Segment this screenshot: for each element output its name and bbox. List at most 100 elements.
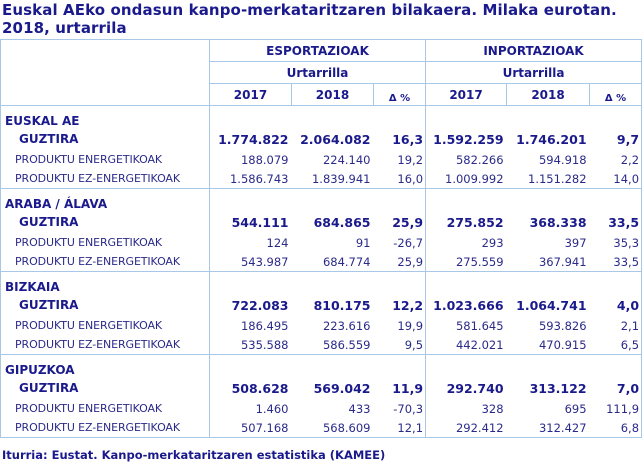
empty-cell bbox=[373, 105, 427, 128]
value-exp2018: 568.609 bbox=[291, 418, 374, 438]
value-imp2017: 1.023.666 bbox=[433, 297, 504, 313]
table-row: PRODUKTU ENERGETIKOAK 188.079 224.140 19,2 5… bbox=[0, 150, 643, 169]
value-exp2018: 433 bbox=[348, 401, 371, 416]
value-imp2018: 368.338 bbox=[529, 214, 587, 230]
empty-cell bbox=[209, 354, 292, 377]
value-imp2017: 442.021 bbox=[425, 335, 507, 355]
value-imp2018: 593.826 bbox=[538, 318, 587, 333]
header-imports-delta: Δ % bbox=[589, 83, 643, 106]
row-label: GUZTIRA bbox=[0, 294, 210, 316]
value-exp2017: 507.168 bbox=[209, 418, 292, 438]
header-imports: INPORTAZIOAK bbox=[425, 39, 643, 62]
table-row: PRODUKTU ENERGETIKOAK 1.460 433 -70,3 328 695… bbox=[0, 399, 643, 418]
value-exp2017: 722.083 bbox=[231, 297, 289, 313]
header-imports-2018: 2018 bbox=[506, 83, 591, 106]
total-row: GUZTIRA 508.628 569.042 11,9 292.740 313.122 7… bbox=[0, 377, 643, 399]
table-row: PRODUKTU EZ-ENERGETIKOAK 1.586.743 1.839.9… bbox=[0, 169, 643, 189]
value-imp2018: 470.915 bbox=[506, 335, 590, 355]
table-row: PRODUKTU EZ-ENERGETIKOAK 535.588 586.559 9,… bbox=[0, 335, 643, 355]
value-exp2017: 186.495 bbox=[240, 318, 289, 333]
empty-cell bbox=[373, 271, 427, 294]
value-impdelta: 2,2 bbox=[589, 150, 643, 169]
value-imp2018: 1.746.201 bbox=[516, 131, 587, 147]
empty-cell bbox=[209, 188, 292, 211]
value-impdelta: 33,5 bbox=[589, 211, 643, 233]
value-expdelta: 11,9 bbox=[373, 377, 427, 399]
value-impdelta: 4,0 bbox=[589, 294, 643, 316]
value-imp2017: 275.559 bbox=[425, 252, 507, 272]
region-heading-row: BIZKAIA bbox=[0, 271, 643, 294]
value-expdelta: -70,3 bbox=[373, 399, 427, 418]
value-imp2018: 1.151.282 bbox=[506, 169, 590, 189]
row-label: PRODUKTU ENERGETIKOAK bbox=[0, 316, 210, 335]
table-row: PRODUKTU EZ-ENERGETIKOAK 543.987 684.774 25… bbox=[0, 252, 643, 272]
value-imp2017: 1.592.259 bbox=[433, 131, 504, 147]
value-imp2017: 1.009.992 bbox=[425, 169, 507, 189]
region-heading-row: EUSKAL AE bbox=[0, 105, 643, 128]
value-impdelta: 14,0 bbox=[589, 169, 643, 189]
empty-cell bbox=[291, 354, 374, 377]
value-exp2018: 684.774 bbox=[291, 252, 374, 272]
empty-cell bbox=[425, 188, 507, 211]
value-expdelta: 16,0 bbox=[373, 169, 427, 189]
value-imp2018: 397 bbox=[564, 235, 587, 250]
value-expdelta: 16,3 bbox=[373, 128, 427, 150]
value-imp2018: 367.941 bbox=[506, 252, 590, 272]
empty-cell bbox=[425, 105, 507, 128]
row-label: PRODUKTU EZ-ENERGETIKOAK bbox=[0, 418, 210, 438]
value-imp2017: 292.740 bbox=[446, 380, 504, 396]
total-row: GUZTIRA 544.111 684.865 25,9 275.852 368.338 3… bbox=[0, 211, 643, 233]
header-imports-period: Urtarrilla bbox=[425, 61, 643, 84]
value-expdelta: 25,9 bbox=[373, 211, 427, 233]
value-expdelta: 12,2 bbox=[373, 294, 427, 316]
value-impdelta: 111,9 bbox=[589, 399, 643, 418]
value-impdelta: 35,3 bbox=[589, 233, 643, 252]
value-exp2017: 535.588 bbox=[209, 335, 292, 355]
value-impdelta: 33,5 bbox=[589, 252, 643, 272]
header-exports-period: Urtarrilla bbox=[208, 61, 427, 84]
value-exp2017: 543.987 bbox=[209, 252, 292, 272]
value-exp2018: 2.064.082 bbox=[300, 131, 371, 147]
header-imports-2017: 2017 bbox=[425, 83, 508, 106]
value-expdelta: 9,5 bbox=[373, 335, 427, 355]
empty-cell bbox=[209, 105, 292, 128]
empty-cell bbox=[506, 105, 590, 128]
region-heading-row: ARABA / ÁLAVA bbox=[0, 188, 643, 211]
value-exp2017: 1.586.743 bbox=[209, 169, 292, 189]
value-impdelta: 6,8 bbox=[589, 418, 643, 438]
value-impdelta: 2,1 bbox=[589, 316, 643, 335]
row-label: PRODUKTU EZ-ENERGETIKOAK bbox=[0, 335, 210, 355]
value-exp2018: 586.559 bbox=[291, 335, 374, 355]
row-label: PRODUKTU ENERGETIKOAK bbox=[0, 233, 210, 252]
value-impdelta: 7,0 bbox=[589, 377, 643, 399]
value-imp2017: 275.852 bbox=[446, 214, 504, 230]
empty-cell bbox=[589, 271, 643, 294]
total-row: GUZTIRA 722.083 810.175 12,2 1.023.666 1.064.… bbox=[0, 294, 643, 316]
header-exports-delta: Δ % bbox=[372, 83, 427, 106]
row-label: GUZTIRA bbox=[0, 211, 210, 233]
empty-cell bbox=[291, 188, 374, 211]
empty-cell bbox=[209, 271, 292, 294]
empty-cell bbox=[589, 188, 643, 211]
row-label: GUZTIRA bbox=[0, 377, 210, 399]
value-exp2017: 188.079 bbox=[240, 152, 289, 167]
trade-table: ESPORTAZIOAK INPORTAZIOAK Urtarrilla Urt… bbox=[0, 39, 643, 438]
row-label: PRODUKTU ENERGETIKOAK bbox=[0, 150, 210, 169]
value-imp2017: 581.645 bbox=[455, 318, 504, 333]
empty-cell bbox=[373, 188, 427, 211]
value-exp2018: 224.140 bbox=[322, 152, 371, 167]
value-exp2018: 569.042 bbox=[313, 380, 371, 396]
region-name: GIPUZKOA bbox=[0, 354, 210, 377]
value-expdelta: 25,9 bbox=[373, 252, 427, 272]
empty-cell bbox=[506, 354, 590, 377]
value-exp2017: 1.460 bbox=[255, 401, 289, 416]
region-name: ARABA / ÁLAVA bbox=[0, 188, 210, 211]
header-exports-2017: 2017 bbox=[209, 83, 292, 106]
header-exports: ESPORTAZIOAK bbox=[208, 39, 427, 62]
empty-cell bbox=[373, 354, 427, 377]
row-label: PRODUKTU ENERGETIKOAK bbox=[0, 399, 210, 418]
row-label: GUZTIRA bbox=[0, 128, 210, 150]
value-expdelta: 19,2 bbox=[373, 150, 427, 169]
value-imp2017: 328 bbox=[481, 401, 504, 416]
total-row: GUZTIRA 1.774.822 2.064.082 16,3 1.592.259 1.… bbox=[0, 128, 643, 150]
